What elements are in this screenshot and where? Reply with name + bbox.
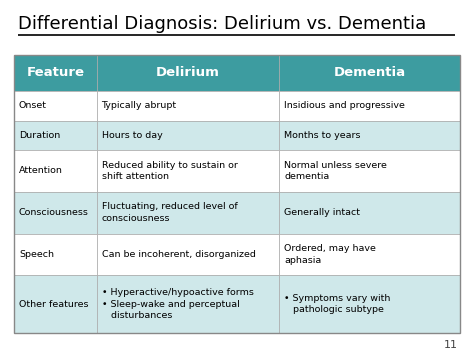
Text: Delirium: Delirium: [156, 66, 220, 80]
Bar: [14, 275, 97, 333]
Bar: [279, 234, 460, 275]
Text: Fluctuating, reduced level of
consciousness: Fluctuating, reduced level of consciousn…: [101, 202, 237, 223]
Text: Duration: Duration: [19, 131, 60, 140]
Text: Speech: Speech: [19, 250, 54, 259]
Bar: [279, 121, 460, 150]
Text: 11: 11: [444, 340, 458, 350]
Text: Differential Diagnosis: Delirium vs. Dementia: Differential Diagnosis: Delirium vs. Dem…: [18, 15, 426, 33]
Text: Other features: Other features: [19, 300, 89, 308]
Text: Typically abrupt: Typically abrupt: [101, 101, 177, 110]
Bar: [97, 91, 279, 121]
Text: Dementia: Dementia: [334, 66, 406, 80]
Bar: [279, 192, 460, 234]
Bar: [14, 121, 97, 150]
Text: • Symptoms vary with
   pathologic subtype: • Symptoms vary with pathologic subtype: [284, 294, 391, 314]
Bar: [14, 150, 97, 192]
Text: Months to years: Months to years: [284, 131, 361, 140]
Bar: [279, 91, 460, 121]
Bar: [279, 275, 460, 333]
Text: Ordered, may have
aphasia: Ordered, may have aphasia: [284, 244, 376, 264]
Text: Consciousness: Consciousness: [19, 208, 89, 217]
Bar: [14, 55, 460, 333]
Bar: [97, 234, 279, 275]
Bar: [14, 91, 97, 121]
Bar: [97, 150, 279, 192]
Text: Can be incoherent, disorganized: Can be incoherent, disorganized: [101, 250, 255, 259]
Text: Hours to day: Hours to day: [101, 131, 162, 140]
Text: Insidious and progressive: Insidious and progressive: [284, 101, 405, 110]
Text: • Hyperactive/hypoactive forms
• Sleep-wake and perceptual
   disturbances: • Hyperactive/hypoactive forms • Sleep-w…: [101, 288, 254, 320]
Bar: [97, 121, 279, 150]
Text: Generally intact: Generally intact: [284, 208, 360, 217]
Text: Feature: Feature: [26, 66, 84, 80]
Text: Onset: Onset: [19, 101, 47, 110]
Bar: [14, 55, 97, 91]
Bar: [14, 234, 97, 275]
Bar: [279, 55, 460, 91]
Bar: [97, 55, 279, 91]
Text: Reduced ability to sustain or
shift attention: Reduced ability to sustain or shift atte…: [101, 161, 237, 181]
Bar: [97, 275, 279, 333]
Bar: [279, 150, 460, 192]
Text: Normal unless severe
dementia: Normal unless severe dementia: [284, 161, 387, 181]
Bar: [14, 192, 97, 234]
Text: Attention: Attention: [19, 166, 63, 175]
Bar: [97, 192, 279, 234]
